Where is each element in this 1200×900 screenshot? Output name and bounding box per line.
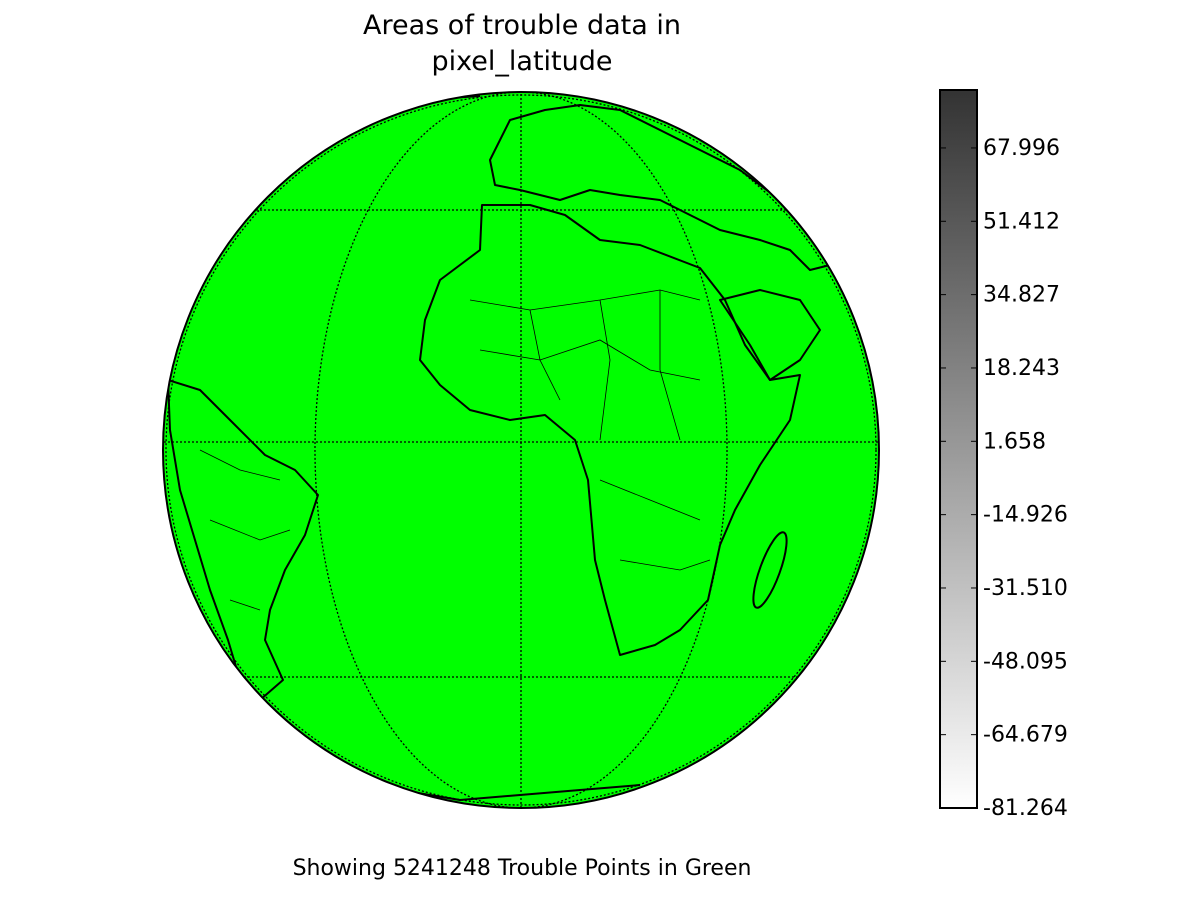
colorbar-tick-label: -48.095 [983,649,1068,674]
colorbar-tick-label: -64.679 [983,723,1068,748]
colorbar-tick-label: -14.926 [983,503,1068,528]
borders [199,289,711,611]
globe-outline [162,91,880,809]
colorbar-tick-label: -81.264 [983,796,1068,821]
colorbar [939,89,978,809]
graticule [163,92,879,808]
colorbar-tick-label: 34.827 [983,283,1060,308]
colorbar-ticks: 67.996 51.412 34.827 18.243 1.658 -14.926 -31.… [940,136,1068,821]
globe [162,91,880,809]
colorbar-tick-label: 67.996 [983,136,1060,161]
colorbar-tick-label: 51.412 [983,209,1060,234]
colorbar-tick-label: -31.510 [983,576,1068,601]
title: Areas of trouble data in pixel_latitude [363,10,681,77]
colorbar-tick-label: 1.658 [983,429,1046,454]
colorbar-tick-label: 18.243 [983,356,1060,381]
caption: Showing 5241248 Trouble Points in Green [292,856,752,881]
